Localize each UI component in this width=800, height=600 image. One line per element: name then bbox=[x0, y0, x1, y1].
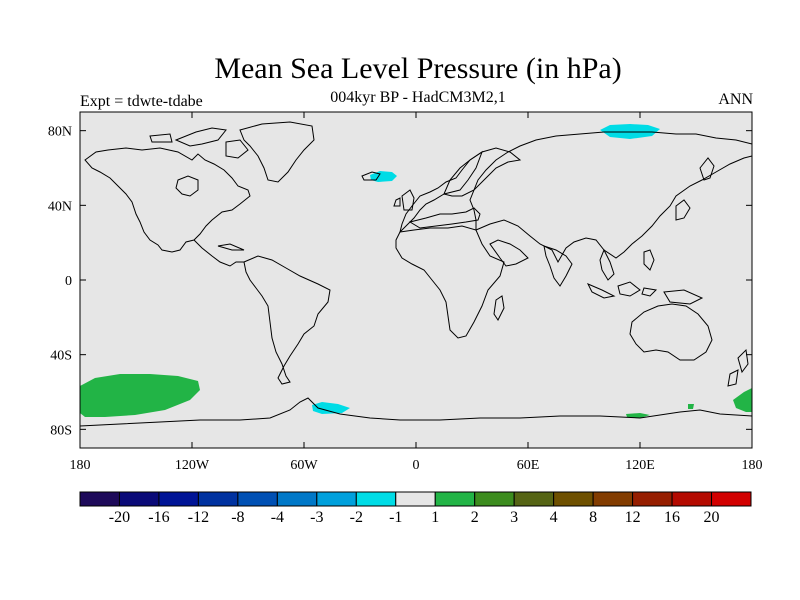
coastlines bbox=[79, 121, 753, 427]
colorbar-label: -3 bbox=[310, 509, 323, 526]
coast-africa bbox=[395, 225, 505, 339]
positive-anomaly-east-antarctic bbox=[626, 413, 650, 418]
season-label: ANN bbox=[718, 91, 753, 108]
coast-europe bbox=[399, 147, 522, 234]
coast-greenland bbox=[239, 121, 315, 183]
y-tick-label: 0 bbox=[65, 274, 72, 289]
colorbar-box bbox=[671, 491, 713, 507]
colorbar-box bbox=[276, 491, 318, 507]
x-tick-label: 120W bbox=[175, 458, 210, 470]
coast-canadian-archipelago bbox=[149, 127, 249, 159]
coast-indonesia bbox=[586, 281, 704, 305]
colorbar-label: 8 bbox=[589, 509, 597, 526]
coast-scandinavia bbox=[443, 150, 484, 195]
coast-australia bbox=[629, 303, 713, 361]
coast-iceland bbox=[361, 171, 381, 181]
coast-hudson-bay bbox=[175, 175, 199, 197]
colorbar-label: -2 bbox=[350, 509, 363, 526]
colorbar-label: -12 bbox=[188, 509, 209, 526]
x-tick-label: 120E bbox=[625, 458, 655, 470]
coast-madagascar bbox=[493, 295, 505, 321]
colorbar-label: -16 bbox=[148, 509, 169, 526]
x-tick-label: 60W bbox=[290, 458, 318, 470]
colorbar-label: 12 bbox=[625, 509, 641, 526]
x-tick-label: 180 bbox=[70, 458, 91, 470]
colorbar-box bbox=[118, 491, 160, 507]
colorbar-box bbox=[632, 491, 673, 507]
colorbar-box bbox=[513, 491, 555, 507]
positive-anomaly-south-pacific bbox=[80, 374, 200, 417]
colorbar-box bbox=[592, 491, 634, 507]
coast-mediterranean bbox=[408, 207, 481, 229]
y-tick-label: 80S bbox=[50, 423, 72, 438]
x-tick-label: 0 bbox=[413, 458, 420, 470]
coast-philippines bbox=[643, 249, 655, 271]
y-tick-label: 40N bbox=[48, 199, 72, 214]
colorbar-labels: -20 -16 -12 -8 -4 -3 -2 -1 1 2 3 4 8 12 16 20 bbox=[109, 509, 720, 526]
coast-antarctica bbox=[79, 397, 753, 427]
colorbar-box bbox=[474, 491, 515, 507]
colorbar-box bbox=[316, 491, 357, 507]
chart-title: Mean Sea Level Pressure (in hPa) bbox=[214, 52, 622, 85]
x-tick-label: 60E bbox=[517, 458, 540, 470]
positive-anomaly-south-pacific-east bbox=[733, 388, 752, 412]
colorbar-box bbox=[237, 491, 278, 507]
coast-asia bbox=[469, 131, 753, 264]
colorbar-box bbox=[355, 491, 397, 507]
axis-ticks bbox=[79, 112, 753, 448]
colorbar-label: 1 bbox=[431, 509, 439, 526]
colorbar-box bbox=[434, 491, 476, 507]
y-tick-label: 80N bbox=[48, 125, 72, 140]
coast-arabia bbox=[489, 239, 529, 267]
coast-south-america bbox=[243, 255, 331, 385]
colorbar-label: -8 bbox=[231, 509, 244, 526]
coast-cuba bbox=[217, 243, 245, 251]
coast-kamchatka bbox=[699, 157, 715, 181]
negative-anomaly-weddell-sea bbox=[312, 402, 350, 414]
colorbar-label: 4 bbox=[550, 509, 558, 526]
coast-india bbox=[543, 245, 573, 287]
colorbar-label: -4 bbox=[271, 509, 284, 526]
chart-subtitle: 004kyr BP - HadCM3M2,1 bbox=[330, 89, 506, 106]
experiment-label: Expt = tdwte-tdabe bbox=[80, 93, 203, 110]
colorbar-label: 3 bbox=[510, 509, 518, 526]
colorbar-box bbox=[711, 491, 752, 507]
colorbar-box bbox=[158, 491, 199, 507]
positive-anomaly-ross-sea bbox=[688, 404, 694, 409]
coast-british-isles bbox=[393, 189, 415, 211]
coast-north-america bbox=[84, 147, 251, 253]
x-tick-label: 180 bbox=[742, 458, 763, 470]
coast-southeast-asia bbox=[599, 248, 615, 281]
world-map: 180 120W 60W 0 60E 120E 180 80N 40N 0 40S 80S bbox=[48, 111, 763, 470]
colorbar-label: 2 bbox=[471, 509, 479, 526]
colorbar-label: -1 bbox=[389, 509, 402, 526]
x-axis-labels: 180 120W 60W 0 60E 120E 180 bbox=[70, 458, 763, 470]
colorbar-box bbox=[553, 491, 594, 507]
anomaly-layer bbox=[80, 124, 752, 418]
coast-new-zealand bbox=[727, 348, 749, 387]
y-tick-label: 40S bbox=[50, 349, 72, 364]
coast-central-america bbox=[193, 239, 244, 267]
colorbar-box bbox=[79, 491, 120, 507]
colorbar-label: 16 bbox=[664, 509, 680, 526]
colorbar-box bbox=[197, 491, 239, 507]
colorbar-label: 20 bbox=[704, 509, 720, 526]
colorbar-label: -20 bbox=[109, 509, 130, 526]
colorbar-boxes bbox=[79, 491, 752, 507]
coast-japan bbox=[675, 199, 691, 221]
colorbar-box bbox=[395, 491, 436, 507]
y-axis-labels: 80N 40N 0 40S 80S bbox=[48, 125, 72, 439]
